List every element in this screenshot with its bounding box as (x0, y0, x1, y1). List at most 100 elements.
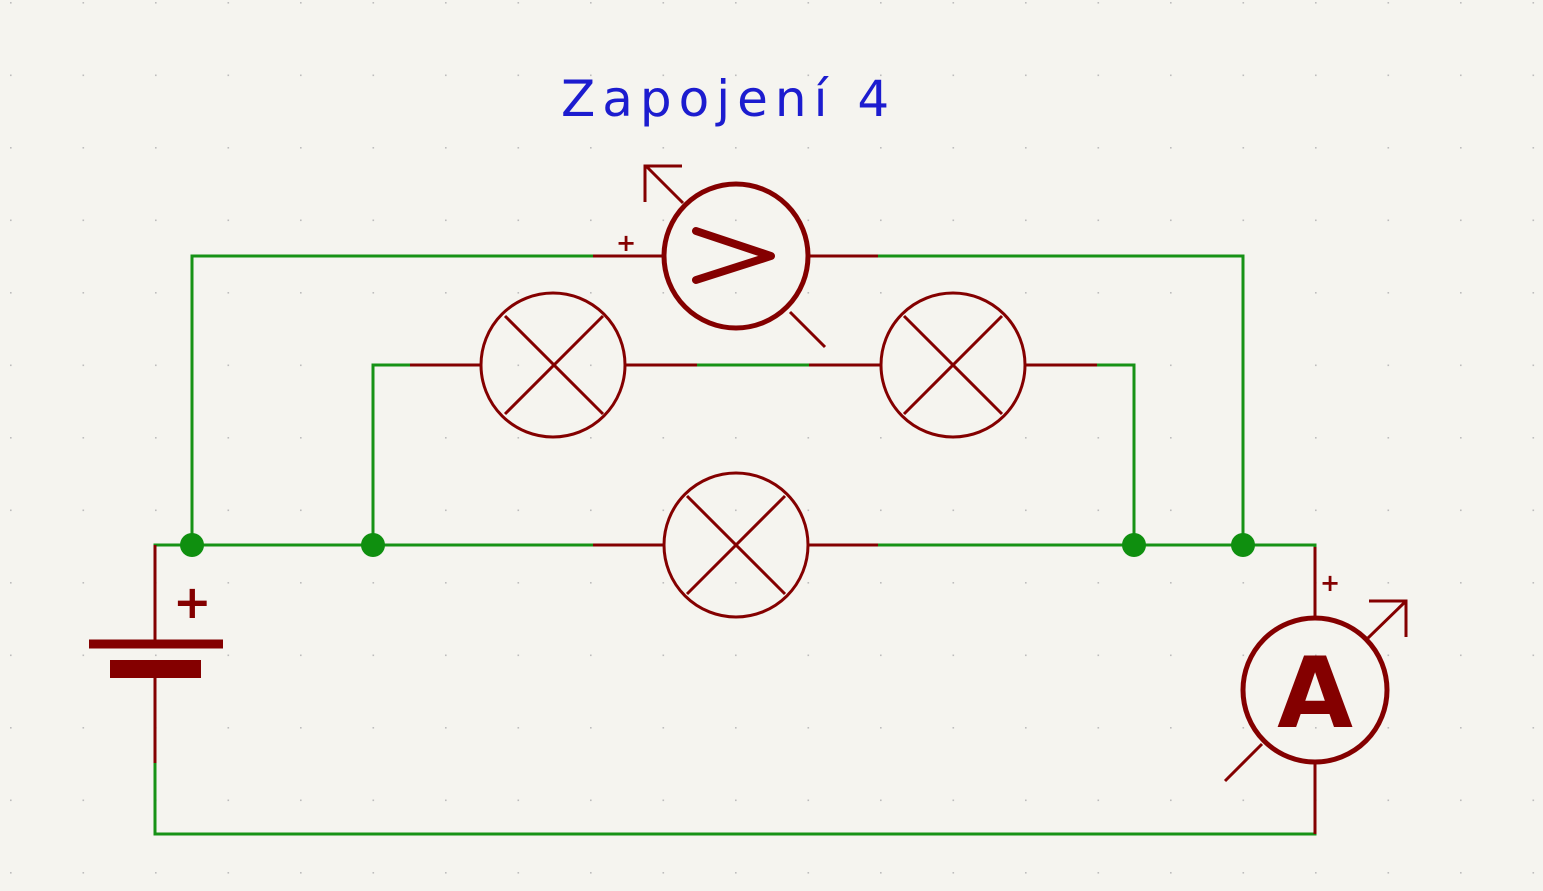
grid-dot (590, 147, 592, 149)
voltmeter-arrow-head (643, 164, 682, 202)
lamp-top-right (809, 291, 1097, 439)
grid-dot (1315, 2, 1317, 4)
grid-dot (735, 147, 737, 149)
grid-dot (155, 219, 157, 222)
grid-dot (1242, 727, 1245, 729)
grid-dot (735, 582, 737, 584)
grid-dot (662, 147, 665, 149)
grid-dot (300, 219, 302, 222)
grid-dot (445, 437, 447, 439)
grid-dot (300, 74, 302, 77)
grid-dot (1097, 292, 1100, 294)
grid-dot (662, 727, 665, 729)
grid-dot (1387, 364, 1390, 367)
grid-dot (155, 654, 157, 657)
grid-dot (1387, 872, 1390, 874)
grid-dot (1387, 147, 1390, 149)
grid-dot (1460, 799, 1462, 802)
grid-dot (807, 654, 810, 657)
grid-dot (227, 727, 230, 729)
grid-dot (1170, 147, 1172, 149)
wire-main-right (876, 543, 1317, 549)
grid-dot (1170, 219, 1172, 222)
grid-dot (1025, 219, 1027, 222)
grid-dot (1097, 509, 1100, 512)
grid-dot (807, 872, 810, 874)
grid-dot (517, 727, 520, 729)
grid-dot (735, 872, 737, 874)
grid-dot (10, 727, 12, 729)
grid-dot (662, 292, 665, 294)
grid-dot (662, 2, 665, 4)
grid-dot (445, 727, 447, 729)
grid-dot (155, 2, 157, 4)
grid-dot (82, 799, 85, 802)
grid-dot (807, 582, 810, 584)
grid-dot (1532, 727, 1535, 729)
ammeter-arrow-line (1223, 742, 1264, 783)
grid-dot (445, 292, 447, 294)
junction-dot (1231, 533, 1255, 557)
grid-dot (880, 437, 882, 439)
grid-dot (662, 582, 665, 584)
grid-dot (662, 799, 665, 802)
wire-series-right (1095, 363, 1136, 547)
grid-dot (590, 727, 592, 729)
grid-dot (82, 727, 85, 729)
grid-dot (10, 219, 12, 222)
grid-dot (517, 799, 520, 802)
grid-dot (1170, 799, 1172, 802)
grid-dot (1242, 654, 1245, 657)
grid-dot (445, 2, 447, 4)
grid-dot (952, 219, 955, 222)
junction-dot (180, 533, 204, 557)
grid-dot (807, 74, 810, 77)
lamp-top-right-cross-b (902, 314, 1004, 416)
grid-dot (372, 799, 375, 802)
grid-dot (1170, 582, 1172, 584)
grid-dot (880, 727, 882, 729)
grid-dot (952, 654, 955, 657)
ammeter: A + (1223, 547, 1408, 834)
grid-dot (952, 2, 955, 4)
grid-dot (735, 219, 737, 222)
grid-dot (1097, 799, 1100, 802)
grid-dot (1532, 437, 1535, 439)
grid-dot (82, 437, 85, 439)
grid-dot (1025, 292, 1027, 294)
grid-dot (10, 437, 12, 439)
grid-dot (227, 292, 230, 294)
grid-dot (590, 509, 592, 512)
grid-dot (880, 219, 882, 222)
grid-dot (1242, 74, 1245, 77)
grid-dot (880, 582, 882, 584)
grid-dot (517, 2, 520, 4)
grid-dot (1170, 509, 1172, 512)
grid-dot (662, 872, 665, 874)
grid-dot (372, 292, 375, 294)
grid-dot (1025, 2, 1027, 4)
grid-dot (82, 582, 85, 584)
grid-dot (1532, 654, 1535, 657)
junctions (180, 533, 1255, 557)
grid-dot (10, 292, 12, 294)
grid-dot (10, 147, 12, 149)
grid-dot (1315, 727, 1317, 729)
voltmeter-letter-v (692, 227, 775, 284)
grid-dot (10, 2, 12, 4)
grid-dot (880, 509, 882, 512)
grid-dot (1315, 654, 1317, 657)
grid-dot (735, 437, 737, 439)
grid-dot (445, 654, 447, 657)
grid-dot (1170, 654, 1172, 657)
grid-dot (517, 292, 520, 294)
grid-dot (372, 582, 375, 584)
grid-dot (1460, 582, 1462, 584)
grid-dot (300, 147, 302, 149)
grid-dot (952, 799, 955, 802)
grid-dot (1532, 364, 1535, 367)
grid-dot (735, 74, 737, 77)
grid-dot (372, 727, 375, 729)
grid-dot (227, 654, 230, 657)
grid-dot (1025, 509, 1027, 512)
